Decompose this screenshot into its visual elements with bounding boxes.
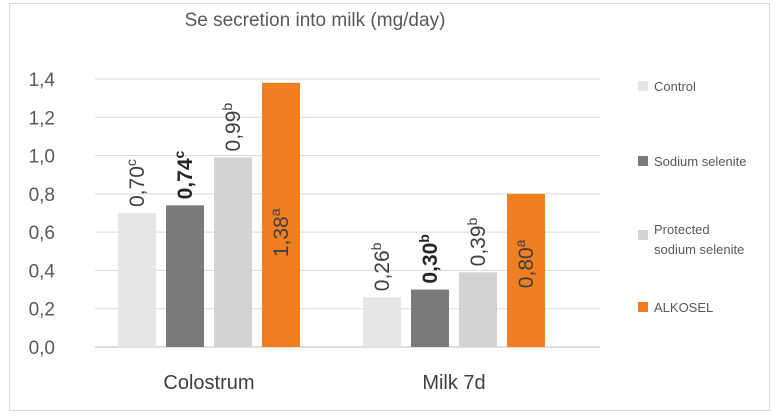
bar (411, 289, 449, 347)
data-label: 0,70c (123, 159, 149, 207)
y-tick-label: 1,0 (29, 147, 55, 168)
data-label: 0,30b (416, 234, 442, 283)
legend-label: Protected (654, 222, 710, 237)
bar (118, 213, 156, 347)
y-tick-label: 0,0 (29, 338, 55, 359)
y-tick-label: 1,4 (29, 70, 56, 91)
legend-swatch (638, 230, 648, 240)
legend-label: sodium selenite (654, 242, 744, 257)
legend-label: Sodium selenite (654, 154, 747, 169)
data-label: 0,99b (219, 103, 245, 152)
y-tick-label: 0,2 (29, 300, 55, 321)
bar (507, 193, 545, 347)
legend-swatch (638, 302, 648, 312)
y-tick-label: 0,8 (29, 185, 55, 206)
data-label: 0,39b (464, 217, 490, 266)
y-tick-label: 0,4 (29, 261, 56, 282)
category-label: Colostrum (163, 372, 254, 394)
category-label: Milk 7d (422, 372, 485, 394)
data-label: 0,80a (512, 239, 538, 288)
legend-label: Control (654, 79, 696, 94)
y-tick-label: 0,6 (29, 223, 55, 244)
data-label: 1,38a (267, 208, 293, 257)
bar (262, 82, 300, 347)
bar (166, 205, 204, 347)
legend-swatch (638, 156, 648, 166)
bar (459, 272, 497, 347)
data-label: 0,74c (171, 150, 197, 199)
bar (214, 157, 252, 347)
legend-swatch (638, 81, 648, 91)
data-label: 0,26b (368, 242, 394, 291)
y-tick-label: 1,2 (29, 108, 55, 129)
chart-title: Se secretion into milk (mg/day) (184, 10, 446, 31)
legend-label: ALKOSEL (654, 300, 713, 315)
bar (363, 297, 401, 347)
